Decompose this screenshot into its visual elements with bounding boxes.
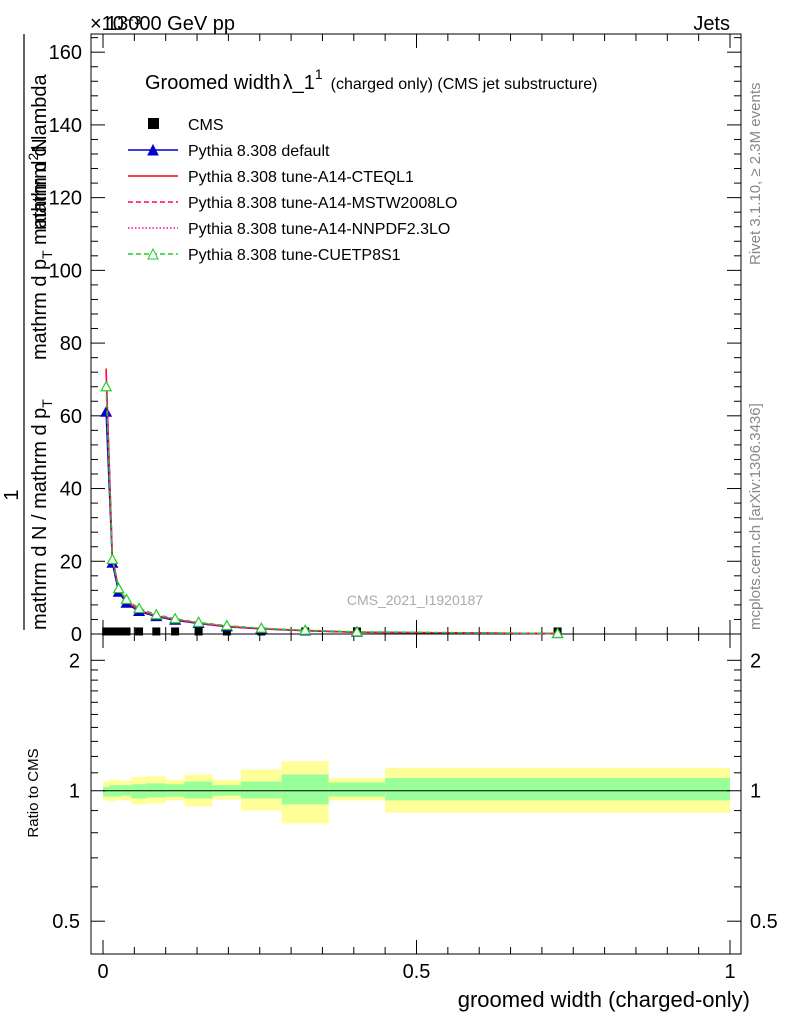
main-y-tick-label: 0 (71, 624, 82, 646)
series-marker (112, 582, 125, 594)
cms-data-point (108, 627, 117, 636)
mcplots-label: mcplots.cern.ch [arXiv:1306.3436] (747, 403, 764, 630)
series-marker (150, 608, 163, 620)
analysis-watermark: CMS_2021_I1920187 (347, 592, 483, 608)
series-marker (133, 602, 146, 614)
ratio-band-inner (328, 782, 386, 797)
legend-label: Pythia 8.308 tune-CUETP8S1 (188, 247, 401, 264)
series-marker (350, 625, 363, 637)
main-y-tick-label: 140 (49, 115, 82, 137)
main-y-tick-label: 160 (49, 42, 82, 64)
legend-marker (147, 247, 159, 260)
legend: CMS Pythia 8.308 default Pythia 8.308 tune… (128, 117, 457, 264)
x-tick-label: 1 (724, 961, 735, 983)
ratio-band-inner (184, 781, 213, 799)
ratio-y-tick-label-right: 1 (750, 781, 761, 803)
main-y-tick-label: 40 (60, 479, 82, 501)
series-marker (551, 627, 564, 639)
legend-label: Pythia 8.308 tune-A14-NNPDF2.3LO (188, 221, 450, 238)
ratio-y-tick-label-right: 2 (750, 650, 761, 672)
y-label-top-c: mathrm d lambda (29, 74, 51, 230)
series-marker (299, 623, 312, 635)
main-y-tick-label: 60 (60, 406, 82, 428)
series-line (105, 375, 558, 635)
cms-data-point (114, 627, 123, 636)
cms-data-point (102, 627, 111, 636)
main-y-tick-label: 20 (60, 551, 82, 573)
ratio-band-inner (103, 787, 110, 797)
x-tick-label: 0 (97, 961, 108, 983)
y-label-top-a: mathrm d2N (25, 138, 51, 245)
series-marker (220, 619, 233, 631)
ratio-y-label: Ratio to CMS (25, 748, 42, 837)
legend-label: CMS (188, 117, 224, 134)
cms-data-point (122, 627, 131, 636)
y-label-numerator: 1 (1, 489, 23, 500)
ratio-y-tick-label: 2 (69, 650, 80, 672)
main-y-tick-label: 120 (49, 188, 82, 210)
exponent-label: ×10⁻³ (90, 13, 141, 35)
series-marker (100, 405, 113, 417)
series-marker (169, 612, 182, 624)
ratio-y-tick-label: 1 (69, 781, 80, 803)
chart-title: Groomed width λ_11(charged only) (CMS jet… (145, 66, 597, 94)
legend-marker-cms (148, 118, 159, 129)
main-y-label: 1 mathrm d N / mathrm d pT mathrm d2N ma… (1, 34, 55, 630)
x-tick-label: 0.5 (403, 961, 431, 983)
legend-label: Pythia 8.308 tune-A14-MSTW2008LO (188, 195, 457, 212)
legend-marker (147, 143, 159, 156)
cms-data-point (171, 627, 180, 636)
legend-label: Pythia 8.308 tune-A14-CTEQL1 (188, 169, 414, 186)
series-marker (100, 380, 113, 392)
main-y-tick-label: 80 (60, 333, 82, 355)
cms-data-point (194, 627, 203, 636)
y-label-denominator: mathrm d N / mathrm d pT (29, 399, 55, 630)
cms-data-point (152, 627, 161, 636)
series-marker (255, 621, 268, 633)
header-right: Jets (693, 13, 730, 35)
rivet-label: Rivet 3.1.10, ≥ 2.3M events (747, 83, 764, 266)
ratio-band-inner (385, 778, 730, 801)
series-marker (106, 553, 119, 565)
cms-data-point (135, 627, 144, 636)
y-label-top-b: mathrm d pT (29, 250, 55, 360)
ratio-y-tick-label-right: 0.5 (750, 911, 778, 933)
series-line (105, 412, 558, 635)
x-axis-label: groomed width (charged-only) (458, 987, 750, 1012)
main-y-tick-label: 100 (49, 260, 82, 282)
ratio-band-inner (281, 774, 329, 805)
series-line (105, 372, 558, 635)
ratio-band-inner (240, 781, 282, 799)
series-line (105, 368, 558, 635)
ratio-y-tick-label: 0.5 (52, 911, 80, 933)
series-marker (120, 593, 133, 605)
cms-data-point (222, 627, 231, 636)
legend-label: Pythia 8.308 default (188, 143, 330, 160)
series-marker (192, 616, 205, 627)
ratio-band-inner (131, 784, 147, 799)
series-line (105, 386, 558, 635)
header-left: 13000 GeV pp (106, 13, 235, 35)
